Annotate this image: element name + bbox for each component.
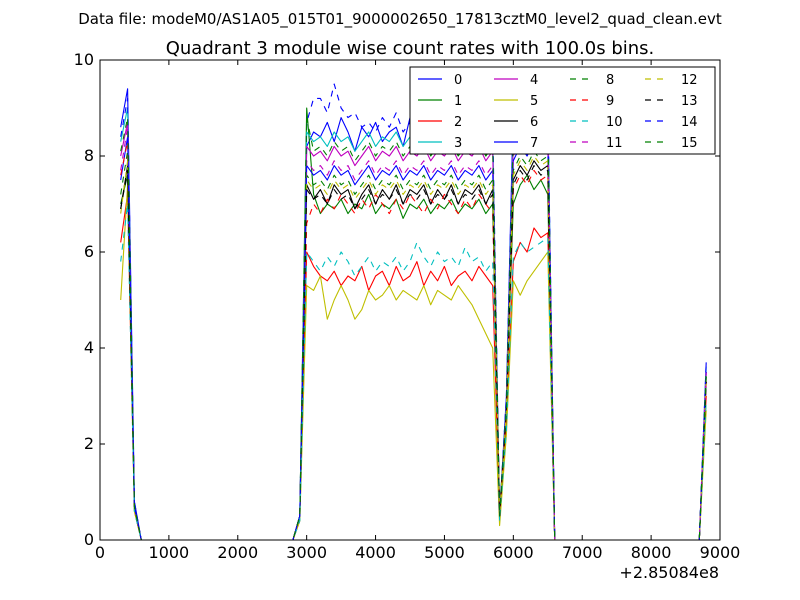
chart-title: Quadrant 3 module wise count rates with …: [166, 38, 655, 59]
legend-label-9: 9: [606, 94, 614, 109]
legend-label-1: 1: [454, 94, 462, 109]
x-tick-label: 9000: [700, 543, 741, 562]
axis-ticks: 0 1000 2000 3000 4000 5000 6000 7000 8000 9000 0 2 4…: [74, 50, 741, 562]
series-line-11: [120, 126, 707, 540]
legend-label-5: 5: [530, 94, 538, 109]
legend-label-3: 3: [454, 136, 462, 151]
legend-label-6: 6: [530, 115, 538, 130]
x-tick-label: 4000: [355, 543, 396, 562]
series-line-4: [120, 121, 707, 540]
y-tick-label: 2: [84, 434, 94, 453]
y-tick-label: 10: [74, 50, 94, 69]
series-line-5: [120, 184, 707, 540]
series-line-2: [120, 193, 707, 540]
legend-label-10: 10: [606, 115, 623, 130]
legend-box: [409, 66, 716, 155]
series-line-8: [120, 150, 707, 540]
legend-label-14: 14: [681, 115, 698, 130]
series-line-15: [120, 117, 707, 540]
legend-label-15: 15: [681, 136, 698, 151]
data-file-suptitle: Data file: modeM0/AS1A05_015T01_90000026…: [78, 10, 722, 29]
series-line-9: [120, 141, 707, 540]
legend-label-2: 2: [454, 115, 462, 130]
x-tick-label: 0: [95, 543, 105, 562]
x-tick-label: 2000: [217, 543, 258, 562]
x-tick-label: 1000: [149, 543, 190, 562]
x-tick-label: 7000: [562, 543, 603, 562]
y-tick-label: 4: [84, 338, 94, 357]
series-line-13: [120, 165, 707, 540]
plot-frame: [99, 59, 721, 541]
legend-label-12: 12: [681, 73, 698, 88]
y-tick-label: 8: [84, 146, 94, 165]
x-tick-label: 3000: [286, 543, 327, 562]
series-line-12: [120, 155, 707, 540]
x-axis-offset-label: +2.85084e8: [619, 563, 719, 582]
legend-label-11: 11: [606, 136, 623, 151]
x-tick-label: 6000: [493, 543, 534, 562]
series-line-10: [120, 203, 707, 540]
legend-label-0: 0: [454, 73, 462, 88]
y-tick-label: 0: [84, 530, 94, 549]
series-line-6: [120, 160, 707, 540]
legend-label-7: 7: [530, 136, 538, 151]
legend-label-13: 13: [681, 94, 698, 109]
legend-label-8: 8: [606, 73, 614, 88]
x-tick-label: 8000: [631, 543, 672, 562]
x-tick-label: 5000: [424, 543, 465, 562]
series-line-7: [120, 136, 707, 540]
y-tick-label: 6: [84, 242, 94, 261]
series-line-1: [120, 107, 707, 540]
series-line-0: [120, 88, 707, 540]
legend-label-4: 4: [530, 73, 538, 88]
